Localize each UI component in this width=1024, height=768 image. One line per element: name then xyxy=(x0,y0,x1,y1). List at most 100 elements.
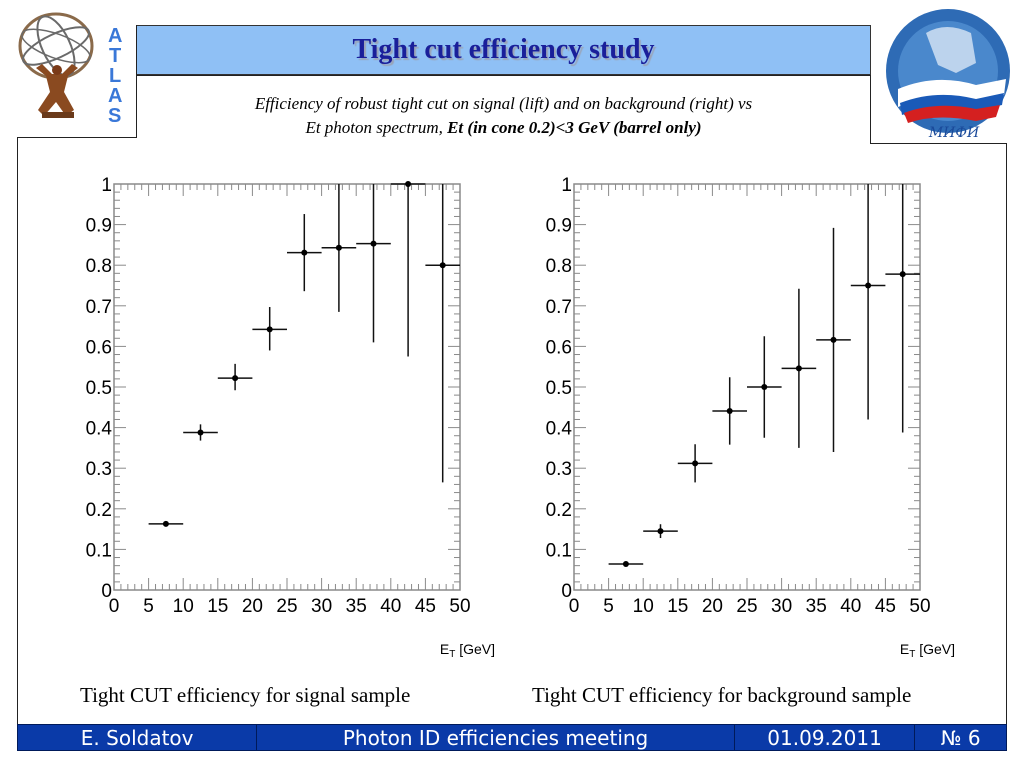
y-tick-label: 0.7 xyxy=(86,297,112,318)
subtitle: Efficiency of robust tight cut on signal… xyxy=(136,92,871,140)
y-tick-label: 0.5 xyxy=(86,378,112,399)
x-axis-label: ET [GeV] xyxy=(900,641,955,660)
y-tick-label: 1 xyxy=(101,175,112,196)
y-tick-label: 0.8 xyxy=(86,256,112,277)
signal-efficiency-chart: 0 5 10 15 20 25 30 35 40 45 50 0 0.1 0.2 0.3 0.4 0.5 0.6 0… xyxy=(70,165,510,665)
x-tick-label: 30 xyxy=(771,596,792,617)
x-tick-label: 25 xyxy=(736,596,757,617)
data-marker xyxy=(439,262,446,269)
data-marker xyxy=(232,375,239,382)
data-point xyxy=(677,444,713,483)
y-tick-label: 0.2 xyxy=(546,500,572,521)
x-tick-label: 45 xyxy=(875,596,896,617)
y-tick-label: 0.6 xyxy=(86,337,112,358)
title-bar: Tight cut efficiency study xyxy=(136,25,871,75)
data-point xyxy=(425,184,460,483)
x-tick-label: 10 xyxy=(173,596,194,617)
x-tick-label: 20 xyxy=(702,596,723,617)
data-marker xyxy=(795,365,802,372)
y-tick-label: 0 xyxy=(101,581,112,602)
footer-meeting: Photon ID efficiencies meeting xyxy=(257,725,735,750)
y-tick-label: 0.1 xyxy=(86,540,112,561)
data-point xyxy=(321,184,357,312)
data-point xyxy=(390,181,426,357)
y-tick-label: 0.7 xyxy=(546,297,572,318)
x-tick-label: 0 xyxy=(109,596,120,617)
x-axis-label: ET [GeV] xyxy=(440,641,495,660)
data-point xyxy=(287,214,322,292)
signal-chart-svg: 0 5 10 15 20 25 30 35 40 45 50 0 0.1 0.2 0.3 0.4 0.5 0.6 0… xyxy=(86,175,495,660)
x-tick-label: 50 xyxy=(909,596,930,617)
y-tick-label: 0.2 xyxy=(86,500,112,521)
frame-divider xyxy=(136,75,871,76)
frame-divider xyxy=(17,137,137,138)
mephi-logo: МИФИ xyxy=(876,3,1021,143)
data-point xyxy=(356,184,391,343)
atlas-letter: A xyxy=(108,85,122,107)
footer-slide-number: № 6 xyxy=(940,725,981,750)
footer-author: E. Soldatov xyxy=(18,725,258,750)
x-tick-label: 5 xyxy=(603,596,614,617)
y-tick-label: 0.6 xyxy=(546,337,572,358)
frame-divider xyxy=(870,143,1007,144)
x-tick-label: 25 xyxy=(276,596,297,617)
data-point xyxy=(608,561,644,568)
data-point xyxy=(217,363,253,391)
data-marker xyxy=(162,520,169,527)
y-tick-label: 0.8 xyxy=(546,256,572,277)
x-tick-label: 15 xyxy=(207,596,228,617)
data-marker xyxy=(370,240,377,247)
y-tick-label: 0 xyxy=(561,581,572,602)
signal-caption: Tight CUT efficiency for signal sample xyxy=(80,683,411,707)
subtitle-bold: Et (in cone 0.2)<3 GeV (barrel only) xyxy=(447,118,702,137)
page-title: Tight cut efficiency study xyxy=(352,34,655,65)
y-tick-label: 0.9 xyxy=(546,216,572,237)
x-tick-label: 15 xyxy=(667,596,688,617)
atlas-letter: L xyxy=(109,65,121,87)
data-point xyxy=(850,184,886,420)
data-marker xyxy=(301,249,308,256)
data-marker xyxy=(830,336,837,343)
x-tick-label: 40 xyxy=(380,596,401,617)
y-tick-label: 0.9 xyxy=(86,216,112,237)
data-marker xyxy=(761,384,768,390)
mephi-label: МИФИ xyxy=(928,125,980,141)
x-tick-label: 45 xyxy=(415,596,436,617)
data-point xyxy=(643,524,678,539)
frame-divider xyxy=(136,25,137,137)
y-tick-label: 0.4 xyxy=(86,419,113,440)
data-point xyxy=(712,377,747,445)
background-caption: Tight CUT efficiency for background samp… xyxy=(532,683,912,707)
data-point xyxy=(747,336,782,438)
data-point xyxy=(148,520,184,527)
x-tick-label: 50 xyxy=(449,596,470,617)
y-tick-label: 0.5 xyxy=(546,378,572,399)
atlas-figure-icon xyxy=(36,64,78,118)
data-marker xyxy=(405,181,412,187)
footer-date: 01.09.2011 xyxy=(735,725,916,750)
y-tick-label: 0.1 xyxy=(546,540,572,561)
y-tick-label: 0.4 xyxy=(546,419,573,440)
x-tick-label: 35 xyxy=(346,596,367,617)
atlas-letter: T xyxy=(109,45,121,67)
frame-divider xyxy=(870,76,871,143)
data-marker xyxy=(865,282,872,289)
atlas-logo: A T L A S xyxy=(8,6,133,128)
data-point xyxy=(885,184,920,433)
x-tick-label: 20 xyxy=(242,596,263,617)
data-point xyxy=(781,288,817,448)
data-marker xyxy=(899,271,906,278)
y-tick-label: 0.3 xyxy=(86,459,112,480)
data-marker xyxy=(657,528,664,535)
data-marker xyxy=(266,326,273,333)
frame-divider xyxy=(1006,143,1007,725)
data-marker xyxy=(692,460,699,467)
x-tick-label: 0 xyxy=(569,596,580,617)
x-tick-label: 5 xyxy=(143,596,154,617)
data-marker xyxy=(335,244,342,251)
y-tick-label: 0.3 xyxy=(546,459,572,480)
data-marker xyxy=(197,429,204,436)
data-point xyxy=(183,424,218,441)
subtitle-line-2: Et photon spectrum, Et (in cone 0.2)<3 G… xyxy=(136,116,871,140)
x-tick-label: 10 xyxy=(633,596,654,617)
